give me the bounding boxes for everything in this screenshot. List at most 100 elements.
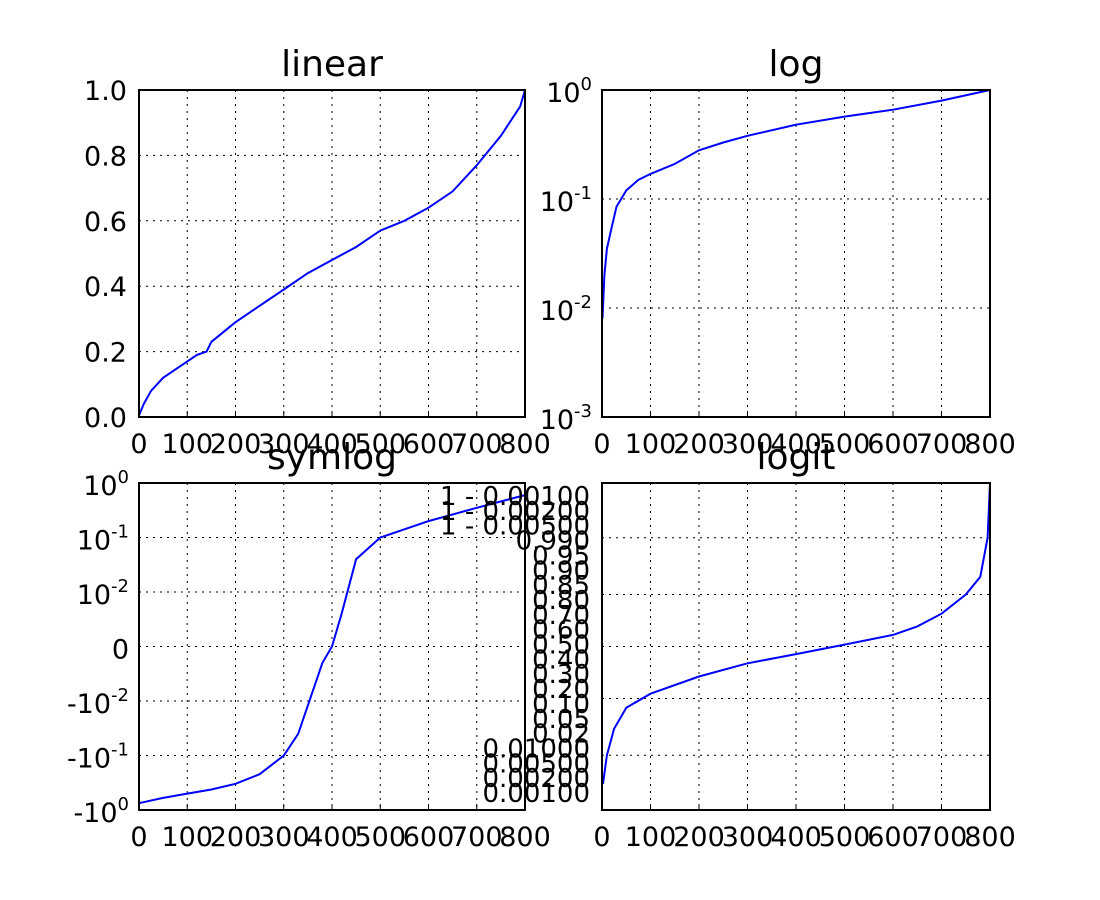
- y-tick-label: 0.0: [84, 403, 127, 434]
- x-tick-label: 500: [354, 822, 406, 853]
- subplot-title: log: [769, 44, 824, 85]
- y-tick-label: 0.10: [532, 690, 590, 720]
- y-tick-label: 10-1: [77, 522, 129, 557]
- y-tick-label: -100: [73, 794, 129, 829]
- y-tick-label: 1.0: [84, 76, 127, 107]
- y-tick-label-exponent: -2: [574, 292, 592, 313]
- y-tick-label: 0.50: [532, 631, 590, 661]
- x-tick-label: 300: [258, 429, 310, 460]
- y-tick-label: 1 - 0.00500: [440, 512, 590, 542]
- y-tick-label: 0.80: [532, 586, 590, 616]
- y-tick-label-exponent: -2: [111, 576, 129, 597]
- x-tick-label: 600: [403, 822, 455, 853]
- y-tick-label: 0.00100: [482, 779, 590, 809]
- x-tick-label: 100: [161, 429, 213, 460]
- y-tick-label-exponent: 0: [581, 74, 592, 95]
- y-tick-label: 10-2: [540, 292, 592, 327]
- y-tick-label: 0.05: [532, 705, 590, 735]
- y-tick-label-base: 10: [540, 296, 574, 327]
- y-tick-label: 10-3: [540, 401, 592, 436]
- x-tick-label: 400: [770, 822, 822, 853]
- x-tick-label: 200: [673, 822, 725, 853]
- x-tick-label: 700: [916, 822, 968, 853]
- x-tick-label: 500: [819, 429, 871, 460]
- series-line-logit: [602, 482, 991, 785]
- x-tick-label: 700: [451, 429, 503, 460]
- series-line-log: [601, 89, 991, 319]
- y-tick-label: -10-2: [67, 685, 129, 720]
- y-tick-label-exponent: 0: [118, 467, 129, 488]
- y-tick-label-base: 10: [77, 580, 111, 611]
- y-tick-label: 0.30: [532, 660, 590, 690]
- x-tick-label: 100: [625, 822, 677, 853]
- x-tick-label: 300: [258, 822, 310, 853]
- y-tick-label-exponent: -1: [111, 522, 129, 543]
- y-tick-label-base: 10: [77, 526, 111, 557]
- y-tick-label: 100: [83, 467, 129, 502]
- y-tick-label: 0.70: [532, 601, 590, 631]
- x-tick-label: 600: [867, 822, 919, 853]
- x-tick-label: 200: [210, 822, 262, 853]
- y-tick-label-base: -10: [67, 689, 111, 720]
- x-tick-label: 400: [770, 429, 822, 460]
- y-tick-label: 0.4: [84, 272, 127, 303]
- y-tick-label: 100: [546, 74, 592, 109]
- x-tick-label: 800: [499, 822, 551, 853]
- y-tick-label: 1 - 0.00100: [440, 482, 590, 512]
- x-tick-label: 800: [964, 429, 1016, 460]
- y-tick-label-base: 10: [546, 78, 580, 109]
- y-tick-label-exponent: -1: [111, 740, 129, 761]
- y-tick-label: 0.6: [84, 207, 127, 238]
- x-tick-label: 0: [593, 429, 610, 460]
- subplot-title: logit: [757, 437, 836, 478]
- x-tick-label: 100: [161, 822, 213, 853]
- x-tick-label: 800: [964, 822, 1016, 853]
- y-tick-label: 0.95: [532, 541, 590, 571]
- x-tick-label: 200: [210, 429, 262, 460]
- x-tick-label: 0: [130, 822, 147, 853]
- y-tick-label-base: 10: [540, 405, 574, 436]
- x-tick-label: 800: [499, 429, 551, 460]
- y-tick-label: 0.60: [532, 616, 590, 646]
- y-tick-label: 10-1: [540, 183, 592, 218]
- y-tick-label: 1 - 0.00200: [440, 497, 590, 527]
- y-tick-label: 0.2: [84, 338, 127, 369]
- x-tick-label: 300: [722, 822, 774, 853]
- series-line-symlog: [138, 494, 526, 805]
- subplot-title: symlog: [267, 437, 397, 478]
- x-tick-label: 0: [593, 822, 610, 853]
- y-tick-label: 0: [112, 635, 129, 666]
- x-tick-label: 400: [306, 429, 358, 460]
- y-tick-label: -10-1: [67, 740, 129, 775]
- y-tick-label: 0.40: [532, 645, 590, 675]
- y-tick-label-base: -10: [73, 798, 117, 829]
- y-tick-label: 0.00200: [482, 764, 590, 794]
- y-tick-label-base: 10: [83, 471, 117, 502]
- x-tick-label: 600: [403, 429, 455, 460]
- x-tick-label: 500: [354, 429, 406, 460]
- y-tick-label: 0.20: [532, 675, 590, 705]
- x-tick-label: 400: [306, 822, 358, 853]
- y-tick-label-exponent: -2: [111, 685, 129, 706]
- x-tick-label: 700: [451, 822, 503, 853]
- y-tick-label: 10-2: [77, 576, 129, 611]
- y-tick-label-exponent: 0: [118, 794, 129, 815]
- x-tick-label: 200: [673, 429, 725, 460]
- y-tick-label: 0.85: [532, 571, 590, 601]
- y-tick-label-base: 0: [112, 635, 129, 666]
- y-tick-label: 0.02: [532, 720, 590, 750]
- subplot-title: linear: [281, 44, 383, 85]
- y-tick-label: 0.90: [532, 556, 590, 586]
- y-tick-label: 0.990: [516, 527, 590, 557]
- y-tick-label-exponent: -3: [574, 401, 592, 422]
- x-tick-label: 700: [916, 429, 968, 460]
- y-tick-label-exponent: -1: [574, 183, 592, 204]
- series-line-linear: [138, 89, 526, 416]
- x-tick-label: 0: [130, 429, 147, 460]
- x-tick-label: 500: [819, 822, 871, 853]
